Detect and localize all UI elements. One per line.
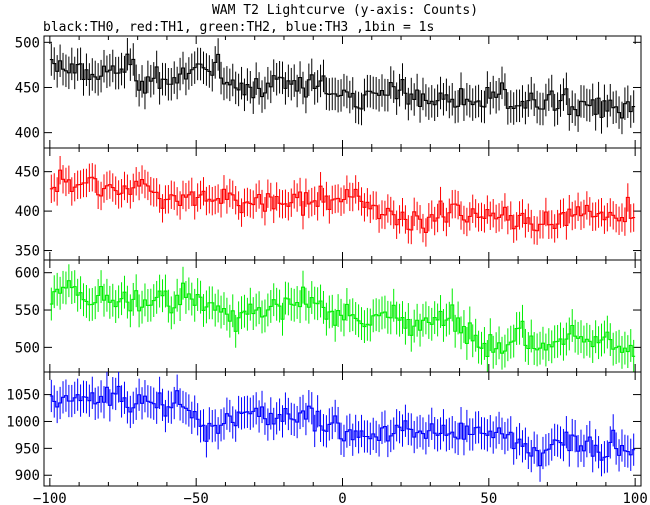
x-tick-label: −50 bbox=[184, 491, 209, 505]
panel-TH0: 400 450 500 bbox=[15, 35, 642, 149]
y-tick-label: 600 bbox=[15, 266, 40, 282]
y-tick-label: 500 bbox=[15, 340, 40, 356]
series-TH1 bbox=[49, 155, 636, 247]
x-tick-label: 50 bbox=[480, 491, 497, 505]
y-tick-label: 1050 bbox=[6, 388, 40, 404]
y-tick-label: 500 bbox=[15, 35, 40, 51]
panel-TH1: 350 400 450 bbox=[15, 147, 642, 261]
series-TH2 bbox=[49, 264, 636, 372]
y-tick-label: 400 bbox=[15, 126, 40, 142]
y-tick-label: 400 bbox=[15, 204, 40, 220]
x-tick-label: 0 bbox=[338, 491, 346, 505]
x-tick-label: 100 bbox=[622, 491, 647, 505]
y-tick-label: 550 bbox=[15, 303, 40, 319]
x-tick-label: −100 bbox=[33, 491, 67, 505]
y-tick-label: 1000 bbox=[6, 414, 40, 430]
chart-title: WAM T2 Lightcurve (y-axis: Counts) bbox=[212, 3, 478, 18]
series-TH0 bbox=[49, 37, 636, 135]
panel-frame bbox=[43, 147, 642, 261]
lightcurve-line bbox=[49, 53, 636, 119]
y-tick-label: 350 bbox=[15, 244, 40, 260]
lightcurve-line bbox=[49, 169, 636, 234]
panel-TH3: 900 950 1000 1050 bbox=[6, 371, 642, 487]
series-TH3 bbox=[49, 372, 636, 482]
y-tick-label: 450 bbox=[15, 80, 40, 96]
panel-TH2: 500 550 600 bbox=[15, 259, 642, 373]
lightcurve-line bbox=[49, 385, 636, 467]
y-tick-label: 450 bbox=[15, 165, 40, 181]
chart-subtitle: black:TH0, red:TH1, green:TH2, blue:TH3 … bbox=[43, 20, 434, 35]
panels: 400 450 500 350 400 450 500 550 600 900 950 1000 105… bbox=[6, 35, 642, 487]
y-tick-label: 950 bbox=[15, 441, 40, 457]
x-axis-labels: −100 −50 0 50 100 bbox=[33, 491, 648, 505]
y-tick-label: 900 bbox=[15, 468, 40, 484]
lightcurve-line bbox=[49, 280, 636, 358]
